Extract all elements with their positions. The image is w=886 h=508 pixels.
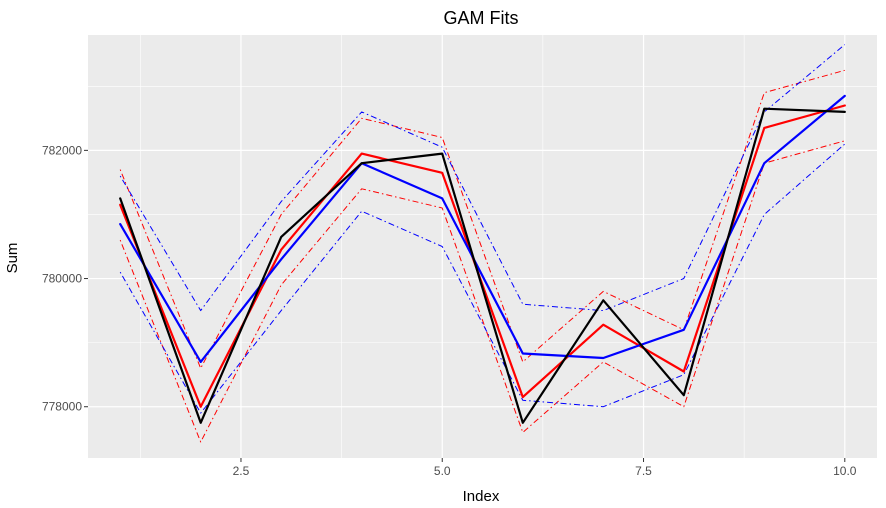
- x-tick-label: 2.5: [233, 464, 250, 478]
- plot-panel: [88, 35, 877, 458]
- series-line-6: [119, 94, 846, 363]
- x-tick-label: 10.0: [833, 464, 857, 478]
- series-line-3: [119, 44, 846, 312]
- x-tick-label: 7.5: [635, 464, 652, 478]
- y-axis: 778000 780000 782000: [42, 143, 88, 414]
- series-line-2: [119, 140, 845, 443]
- y-tick-label: 782000: [42, 143, 82, 157]
- grid-major: [88, 35, 877, 458]
- y-tick-label: 780000: [42, 272, 82, 286]
- x-axis-title: Index: [463, 488, 500, 505]
- grid-minor: [88, 35, 877, 458]
- x-tick-label: 5.0: [434, 464, 451, 478]
- series-layer: [119, 44, 846, 443]
- x-axis: 2.5 5.0 7.5 10.0: [233, 458, 857, 478]
- y-tick-label: 778000: [42, 400, 82, 414]
- series-line-1: [119, 69, 845, 369]
- series-line-7: [119, 107, 846, 424]
- chart-title: GAM Fits: [444, 8, 519, 28]
- y-axis-title: Sum: [4, 243, 21, 274]
- series-line-4: [119, 143, 846, 414]
